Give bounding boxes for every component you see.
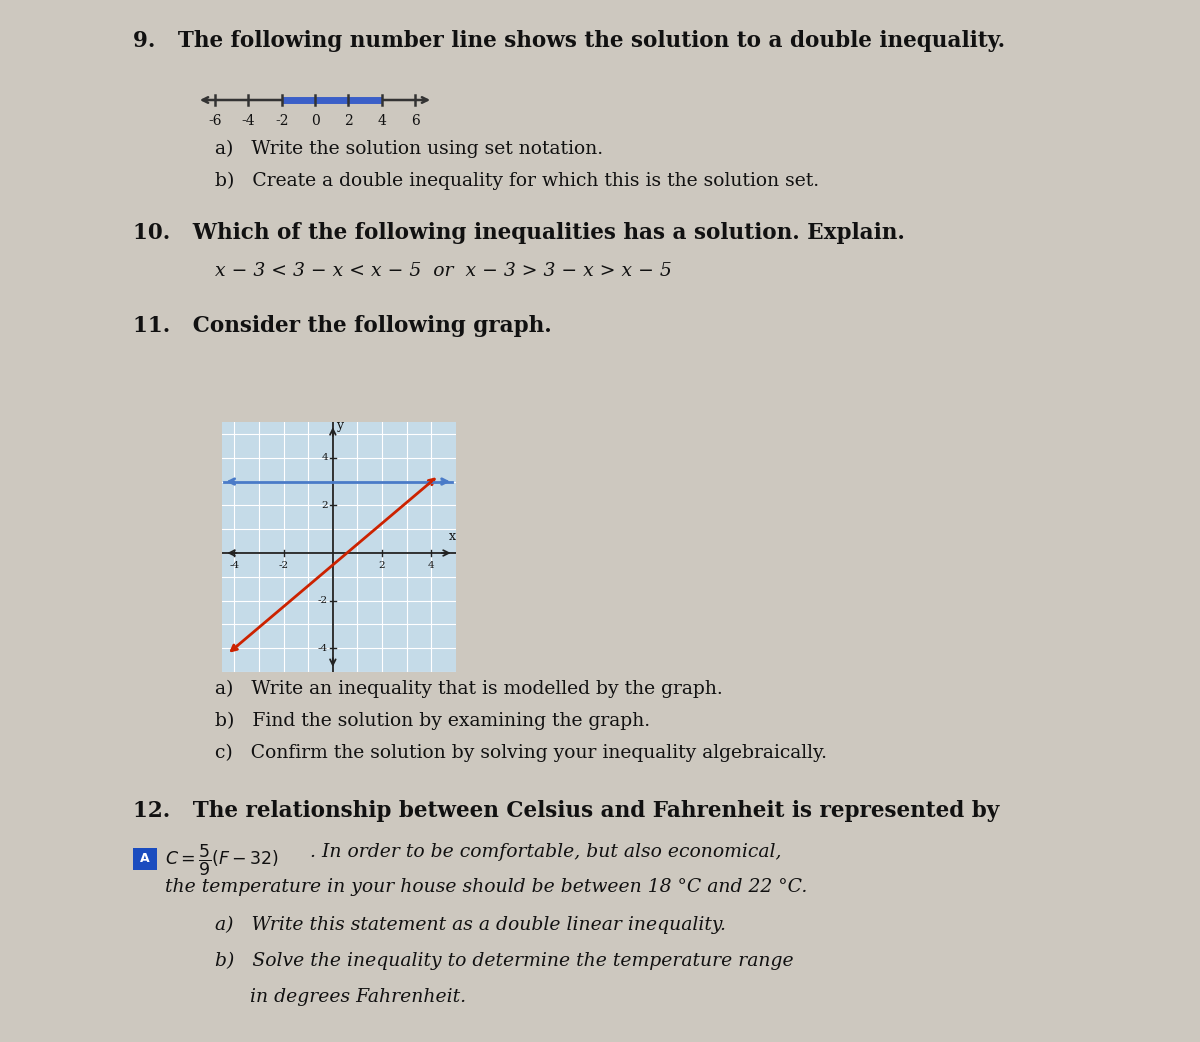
Text: 2: 2: [322, 501, 328, 510]
Text: b)   Find the solution by examining the graph.: b) Find the solution by examining the gr…: [215, 712, 650, 730]
Text: -4: -4: [241, 114, 256, 128]
Text: 4: 4: [428, 562, 434, 570]
Bar: [133, 848, 157, 870]
Text: 4: 4: [322, 453, 328, 463]
Text: $C = \dfrac{5}{9}(F - 32)$: $C = \dfrac{5}{9}(F - 32)$: [166, 843, 280, 878]
Text: 11.   Consider the following graph.: 11. Consider the following graph.: [133, 315, 552, 337]
Text: x − 3 < 3 − x < x − 5  or  x − 3 > 3 − x > x − 5: x − 3 < 3 − x < x − 5 or x − 3 > 3 − x >…: [215, 262, 672, 280]
Text: 0: 0: [311, 114, 319, 128]
Text: x: x: [449, 530, 456, 544]
Text: 9.   The following number line shows the solution to a double inequality.: 9. The following number line shows the s…: [133, 30, 1006, 52]
Text: -4: -4: [318, 644, 328, 652]
Text: -2: -2: [278, 562, 289, 570]
Text: 2: 2: [379, 562, 385, 570]
Text: 6: 6: [410, 114, 419, 128]
Text: a)   Write this statement as a double linear inequality.: a) Write this statement as a double line…: [215, 916, 726, 935]
Text: 10.   Which of the following inequalities has a solution. Explain.: 10. Which of the following inequalities …: [133, 222, 905, 244]
Text: -4: -4: [229, 562, 239, 570]
Text: b)   Create a double inequality for which this is the solution set.: b) Create a double inequality for which …: [215, 172, 820, 191]
Text: 4: 4: [377, 114, 386, 128]
Text: in degrees Fahrenheit.: in degrees Fahrenheit.: [250, 988, 466, 1006]
Text: -2: -2: [275, 114, 288, 128]
Text: b)   Solve the inequality to determine the temperature range: b) Solve the inequality to determine the…: [215, 952, 793, 970]
Text: 12.   The relationship between Celsius and Fahrenheit is represented by: 12. The relationship between Celsius and…: [133, 800, 1000, 822]
Text: 2: 2: [344, 114, 353, 128]
Text: the temperature in your house should be between 18 °C and 22 °C.: the temperature in your house should be …: [166, 878, 808, 896]
Text: a)   Write the solution using set notation.: a) Write the solution using set notation…: [215, 140, 604, 158]
Text: y: y: [336, 419, 343, 432]
Text: -2: -2: [318, 596, 328, 605]
Text: . In order to be comfortable, but also economical,: . In order to be comfortable, but also e…: [310, 843, 781, 861]
Text: A: A: [140, 852, 150, 866]
Text: c)   Confirm the solution by solving your inequality algebraically.: c) Confirm the solution by solving your …: [215, 744, 827, 763]
Text: a)   Write an inequality that is modelled by the graph.: a) Write an inequality that is modelled …: [215, 680, 722, 698]
Text: -6: -6: [209, 114, 222, 128]
